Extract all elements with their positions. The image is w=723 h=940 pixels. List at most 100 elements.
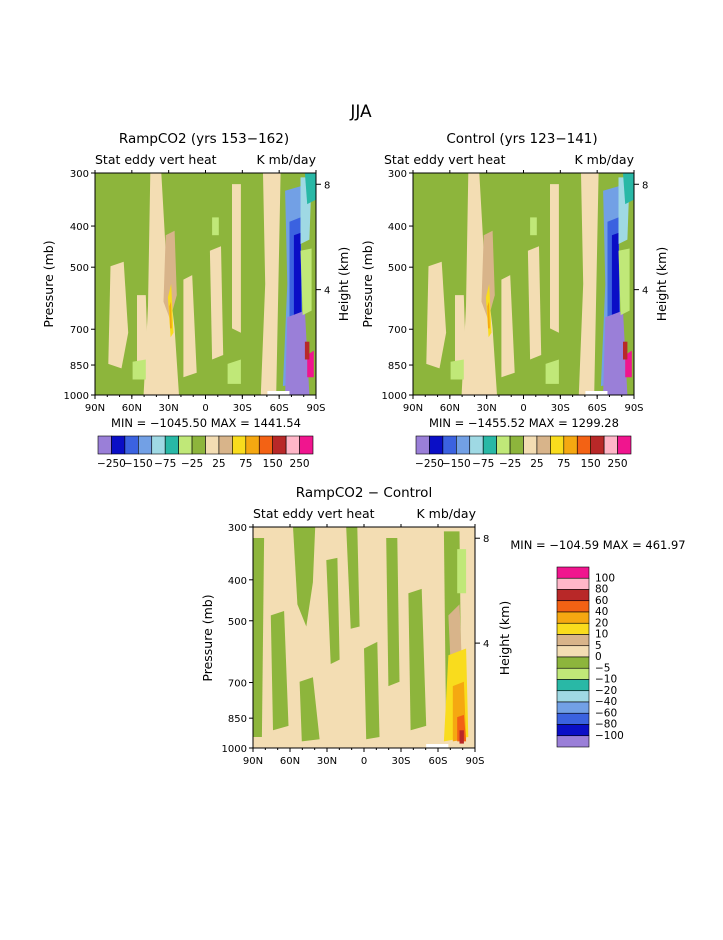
contour-patch	[270, 611, 289, 731]
contour-patch	[137, 295, 148, 364]
colorbar-swatch	[164, 435, 179, 455]
contour-patch	[623, 341, 628, 360]
contour-patch	[300, 248, 312, 316]
x-tick-label: 60N	[122, 403, 142, 414]
contour-patch	[408, 588, 427, 731]
x-tick-label: 60S	[428, 756, 447, 767]
colorbar-label: 75	[557, 458, 570, 470]
y-tick-label: 1000	[222, 744, 247, 755]
colorbar-label: 25	[212, 458, 225, 470]
y-tick-label: 400	[70, 222, 89, 233]
x-tick-label: 30S	[551, 403, 570, 414]
contour-patch	[209, 246, 224, 360]
y-tick-label: 700	[70, 325, 89, 336]
colorbar-swatch	[556, 577, 590, 590]
topography-mask	[267, 391, 290, 395]
colorbar-swatch	[97, 435, 112, 455]
colorbar-swatch	[299, 435, 314, 455]
colorbar-label: −150	[442, 458, 471, 470]
contour-patch	[618, 248, 630, 316]
colorbar-label: 80	[595, 584, 608, 596]
colorbar-swatch	[556, 656, 590, 669]
colorbar-swatch	[415, 435, 430, 455]
panel-2-right-label: K mb/day	[575, 152, 635, 167]
colorbar-swatch	[442, 435, 457, 455]
panel-1-stats: MIN = −1045.50 MAX = 1441.54	[111, 416, 301, 430]
colorbar-swatch	[603, 435, 618, 455]
contour-patch	[461, 173, 497, 395]
colorbar-swatch	[111, 435, 126, 455]
colorbar-swatch	[218, 435, 233, 455]
field-fill-1	[413, 173, 634, 395]
contour-patch	[293, 232, 302, 338]
y2-tick-label: 4	[483, 639, 489, 650]
x-tick-label: 0	[202, 403, 208, 414]
contour-patch	[304, 341, 310, 360]
y2-tick-label: 4	[642, 286, 648, 297]
field-fill-0	[95, 173, 316, 395]
colorbar-panel-0: −250−150 −75 −25 25 75 150 250	[97, 435, 314, 470]
y-tick-label: 850	[228, 714, 247, 725]
colorbar-swatch	[429, 435, 444, 455]
y-tick-label: 1000	[64, 391, 89, 402]
colorbar-swatch	[509, 435, 524, 455]
panel-3-title: RampCO2 − Control	[296, 485, 432, 501]
panel-2-ylabel: Pressure (mb)	[360, 240, 375, 327]
colorbar-swatch	[272, 435, 287, 455]
contour-patch	[346, 527, 360, 629]
colorbar-label: −150	[124, 458, 153, 470]
y-tick-label: 700	[228, 679, 247, 690]
colorbar-label: −80	[595, 719, 617, 731]
x-tick-label: 90N	[403, 403, 423, 414]
field-base	[413, 173, 634, 395]
contour-patch	[457, 549, 467, 594]
field-panel-0	[95, 173, 316, 395]
plot-layer: 90N 60N 30N 0 30S 60S 90S300400500700850100084…	[64, 169, 649, 767]
colorbar-label: −40	[595, 696, 617, 708]
colorbar-label: 150	[581, 458, 601, 470]
colorbar-swatch	[138, 435, 153, 455]
topography-mask	[426, 744, 449, 748]
panel-3-right-label: K mb/day	[417, 506, 477, 521]
colorbar-label: −60	[595, 707, 617, 719]
contour-patch	[501, 275, 515, 378]
axes-panel-1: 90N 60N 30N 0 30S 60S 90S 300 400 500 700 850 1000 8 4	[382, 169, 649, 414]
x-tick-label: 0	[361, 756, 367, 767]
contour-patch	[426, 261, 447, 369]
x-tick-label: 90S	[465, 756, 484, 767]
topography-mask	[585, 391, 608, 395]
x-tick-label: 30N	[317, 756, 337, 767]
colorbar-swatch	[550, 435, 565, 455]
page-title: JJA	[349, 102, 372, 122]
colorbar-label: −75	[472, 458, 494, 470]
contour-patch	[481, 230, 495, 320]
panel-rampco2: RampCO2 (yrs 153−162) Stat eddy vert hea…	[41, 131, 351, 430]
contour-patch	[212, 217, 219, 236]
colorbar-swatch	[232, 435, 247, 455]
contour-patch	[183, 275, 197, 378]
contour-patch	[450, 359, 464, 380]
colorbar-label: −250	[415, 458, 444, 470]
contour-patch	[459, 730, 464, 744]
x-tick-label: 30N	[159, 403, 179, 414]
colorbar-swatch	[205, 435, 220, 455]
x-tick-label: 30S	[391, 756, 410, 767]
colorbar-swatch	[556, 566, 590, 579]
colorbar-swatch	[536, 435, 551, 455]
axes-panel-0: 90N 60N 30N 0 30S 60S 90S 300 400 500 700 850 1000 8 4	[64, 169, 331, 414]
colorbar-label: −20	[595, 685, 617, 697]
colorbar-swatch	[556, 589, 590, 602]
panel-1-y2label: Height (km)	[336, 247, 351, 321]
panel-2-left-label: Stat eddy vert heat	[384, 152, 506, 167]
field-base	[253, 527, 475, 748]
colorbar-label: 75	[239, 458, 252, 470]
panel-1-left-label: Stat eddy vert heat	[95, 152, 217, 167]
contour-patch	[326, 557, 340, 664]
contour-patch	[455, 295, 466, 364]
colorbar-label: −100	[595, 730, 624, 742]
colorbar-swatch	[124, 435, 139, 455]
field-panel-1	[413, 173, 634, 395]
colorbar-label: −250	[97, 458, 126, 470]
x-tick-label: 60N	[440, 403, 460, 414]
